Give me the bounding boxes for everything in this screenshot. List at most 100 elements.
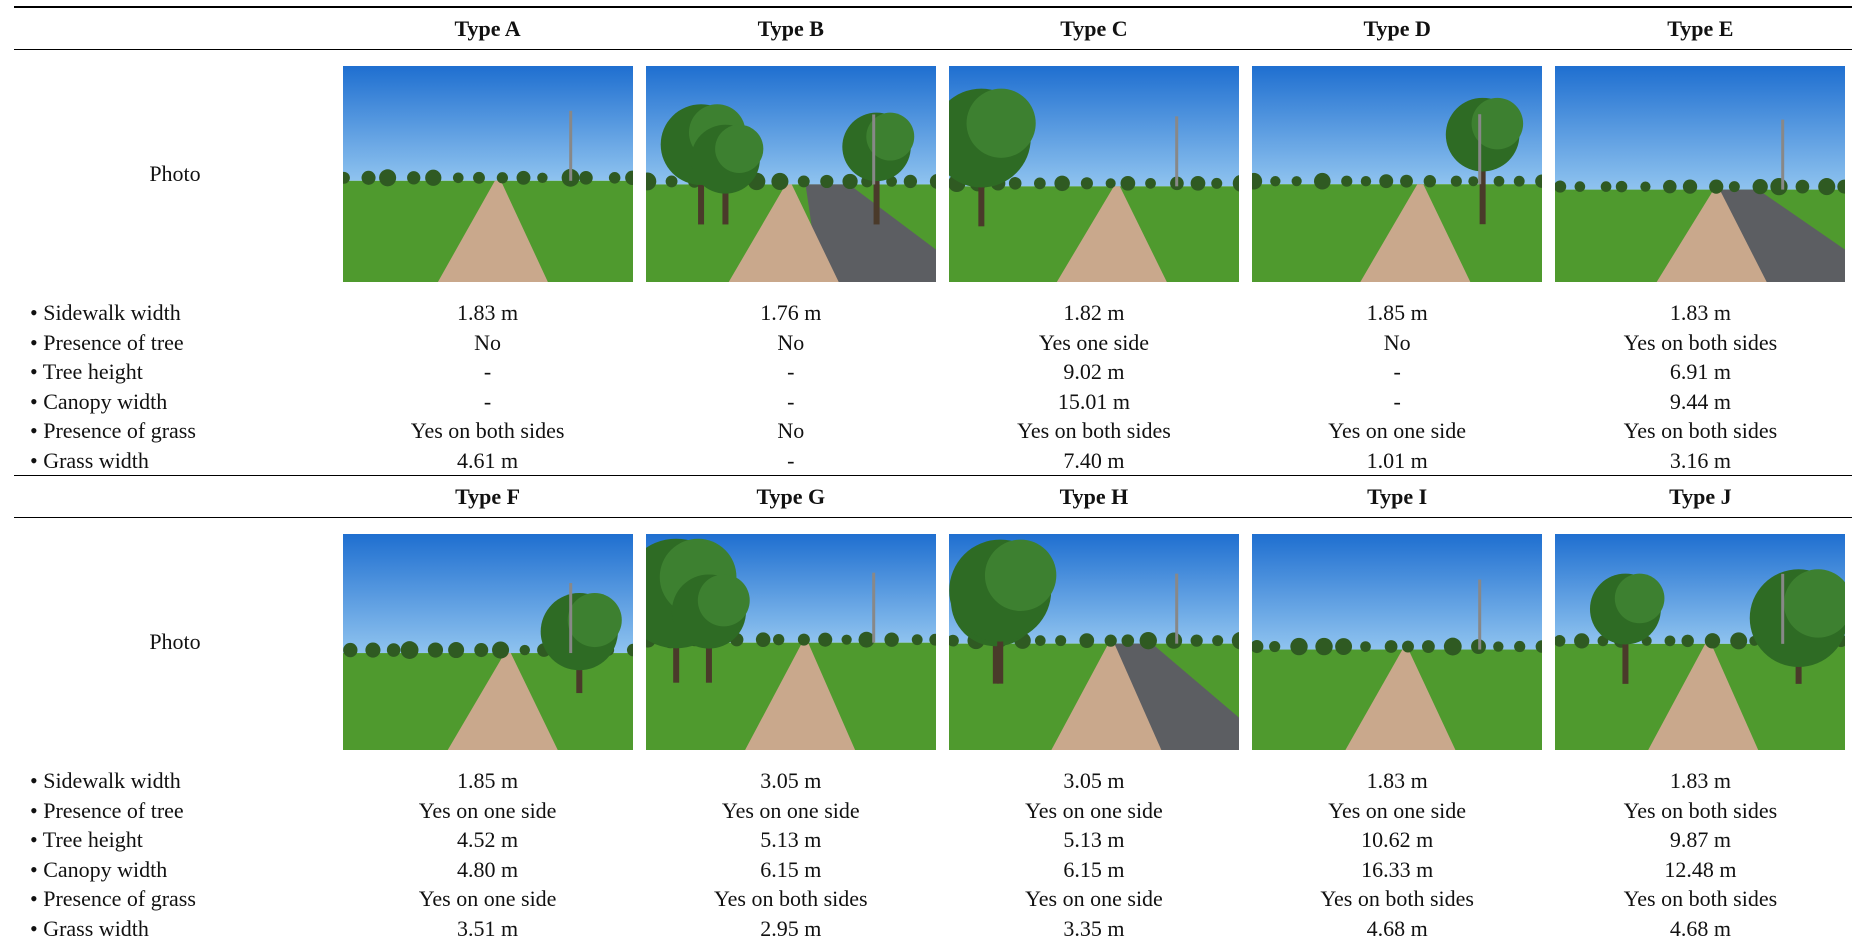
- photo: [646, 66, 936, 282]
- page: Type AType BType CType DType EPhoto• Sid…: [0, 0, 1852, 952]
- column-header: Type C: [942, 7, 1245, 50]
- cell: No: [639, 328, 942, 358]
- cell: 15.01 m: [942, 387, 1245, 417]
- photo-cell: [942, 50, 1245, 299]
- cell: 9.87 m: [1549, 825, 1852, 855]
- cell: -: [639, 357, 942, 387]
- photo: [646, 534, 936, 750]
- column-header: Type G: [639, 476, 942, 518]
- cell: 6.15 m: [942, 855, 1245, 885]
- column-header: Type J: [1549, 476, 1852, 518]
- cell: -: [1246, 357, 1549, 387]
- photo-row: Photo: [14, 50, 1852, 299]
- cell: 6.91 m: [1549, 357, 1852, 387]
- column-header: Type H: [942, 476, 1245, 518]
- cell: 1.76 m: [639, 298, 942, 328]
- cell: 1.82 m: [942, 298, 1245, 328]
- cell: Yes on one side: [1246, 416, 1549, 446]
- data-row: • Canopy width--15.01 m-9.44 m: [14, 387, 1852, 417]
- photo-cell: [942, 518, 1245, 767]
- column-header: Type D: [1246, 7, 1549, 50]
- cell: 1.83 m: [336, 298, 639, 328]
- photo: [1252, 534, 1542, 750]
- column-header: Type I: [1246, 476, 1549, 518]
- photo-cell: [639, 518, 942, 767]
- cell: -: [336, 387, 639, 417]
- cell: Yes on both sides: [336, 416, 639, 446]
- cell: Yes one side: [942, 328, 1245, 358]
- cell: 4.61 m: [336, 446, 639, 476]
- cell: 6.15 m: [639, 855, 942, 885]
- cell: -: [1246, 387, 1549, 417]
- cell: Yes on both sides: [1549, 416, 1852, 446]
- cell: 2.95 m: [639, 914, 942, 944]
- row-label: • Presence of tree: [14, 796, 336, 826]
- photo-cell: [1549, 50, 1852, 299]
- row-label: Photo: [14, 50, 336, 299]
- row-label: • Sidewalk width: [14, 298, 336, 328]
- column-header: Type E: [1549, 7, 1852, 50]
- photo: [1252, 66, 1542, 282]
- cell: Yes on both sides: [639, 884, 942, 914]
- cell: Yes on one side: [336, 884, 639, 914]
- cell: 1.83 m: [1549, 298, 1852, 328]
- row-label: • Tree height: [14, 357, 336, 387]
- cell: Yes on both sides: [1246, 884, 1549, 914]
- photo-cell: [336, 518, 639, 767]
- photo-cell: [1246, 50, 1549, 299]
- column-header: Type F: [336, 476, 639, 518]
- cell: -: [639, 446, 942, 476]
- column-header: Type B: [639, 7, 942, 50]
- cell: 9.02 m: [942, 357, 1245, 387]
- cell: 5.13 m: [942, 825, 1245, 855]
- cell: Yes on both sides: [1549, 884, 1852, 914]
- photo-row: Photo: [14, 518, 1852, 767]
- cell: 3.16 m: [1549, 446, 1852, 476]
- cell: No: [1246, 328, 1549, 358]
- photo-cell: [639, 50, 942, 299]
- cell: 4.80 m: [336, 855, 639, 885]
- cell: 3.05 m: [942, 766, 1245, 796]
- cell: 7.40 m: [942, 446, 1245, 476]
- cell: 3.51 m: [336, 914, 639, 944]
- empty-cell: [14, 476, 336, 518]
- cell: 1.01 m: [1246, 446, 1549, 476]
- photo: [949, 534, 1239, 750]
- cell: -: [639, 387, 942, 417]
- cell: Yes on one side: [336, 796, 639, 826]
- photo: [949, 66, 1239, 282]
- cell: No: [336, 328, 639, 358]
- row-label: • Sidewalk width: [14, 766, 336, 796]
- cell: -: [336, 357, 639, 387]
- photo: [343, 66, 633, 282]
- cell: 4.52 m: [336, 825, 639, 855]
- row-label: • Tree height: [14, 825, 336, 855]
- row-label: • Canopy width: [14, 855, 336, 885]
- photo-cell: [336, 50, 639, 299]
- cell: 5.13 m: [639, 825, 942, 855]
- cell: 1.83 m: [1246, 766, 1549, 796]
- data-row: • Tree height--9.02 m-6.91 m: [14, 357, 1852, 387]
- cell: Yes on both sides: [942, 416, 1245, 446]
- row-label: • Canopy width: [14, 387, 336, 417]
- column-header: Type A: [336, 7, 639, 50]
- cell: 4.68 m: [1246, 914, 1549, 944]
- cell: 9.44 m: [1549, 387, 1852, 417]
- row-label: • Grass width: [14, 446, 336, 476]
- row-label: Photo: [14, 518, 336, 767]
- cell: 1.85 m: [1246, 298, 1549, 328]
- photo: [343, 534, 633, 750]
- photo-cell: [1246, 518, 1549, 767]
- cell: Yes on one side: [1246, 796, 1549, 826]
- cell: 16.33 m: [1246, 855, 1549, 885]
